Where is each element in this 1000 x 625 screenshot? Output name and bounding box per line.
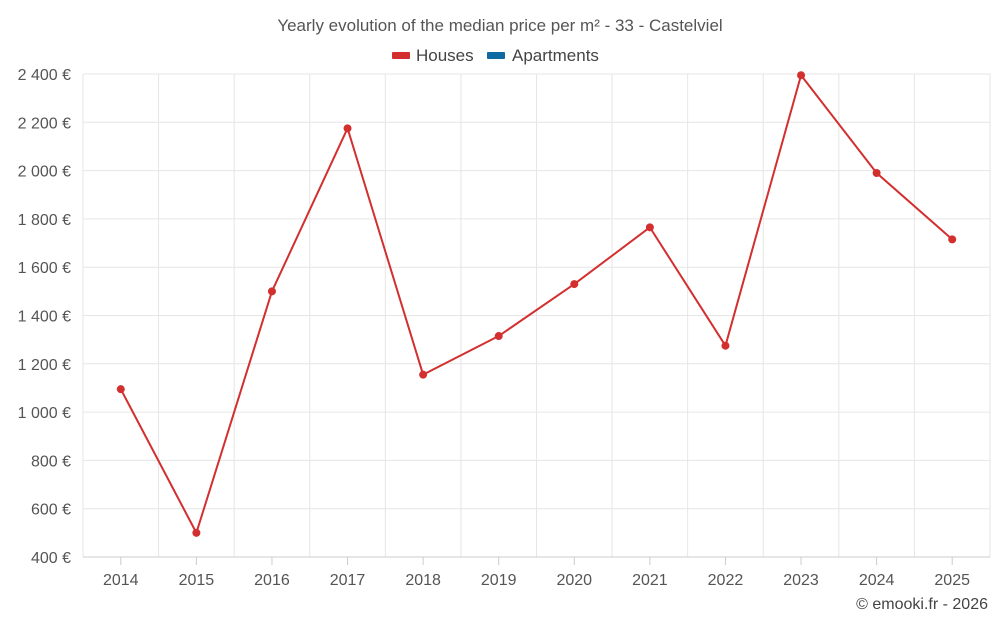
legend-item-apartments[interactable]: Apartments	[487, 46, 599, 65]
legend-label-apartments: Apartments	[512, 46, 599, 65]
data-point-houses[interactable]	[645, 223, 654, 232]
legend-item-houses[interactable]: Houses	[392, 46, 474, 65]
y-tick-label: 800 €	[31, 453, 71, 470]
legend-label-houses: Houses	[416, 46, 474, 65]
data-point-houses[interactable]	[948, 235, 957, 244]
data-point-houses[interactable]	[116, 385, 125, 394]
x-tick-label: 2017	[330, 572, 366, 589]
y-tick-label: 2 400 €	[18, 67, 71, 84]
x-tick-label: 2018	[405, 572, 441, 589]
x-tick-label: 2016	[254, 572, 290, 589]
y-tick-label: 2 200 €	[18, 115, 71, 132]
x-tick-label: 2023	[783, 572, 819, 589]
data-point-houses[interactable]	[721, 341, 730, 350]
x-tick-label: 2025	[934, 572, 970, 589]
data-point-houses[interactable]	[419, 370, 428, 379]
data-point-houses[interactable]	[192, 528, 201, 537]
data-point-houses[interactable]	[343, 124, 352, 133]
series-layer	[116, 71, 957, 537]
x-tick-label: 2021	[632, 572, 668, 589]
x-tick-label: 2024	[859, 572, 895, 589]
y-axis-ticks: 400 € 600 € 800 € 1 000 € 1 200 € 1 400 € 1 60…	[18, 67, 71, 567]
x-gridlines	[82, 74, 991, 557]
x-tick-label: 2022	[708, 572, 744, 589]
y-tick-label: 1 200 €	[18, 357, 71, 374]
data-point-houses[interactable]	[797, 71, 806, 80]
series-line-houses	[119, 74, 953, 534]
x-axis-ticks: 2014 2015 2016 2017 2018 2019 2020 2021 2022 2023…	[103, 557, 970, 589]
legend-swatch-apartments	[487, 52, 505, 59]
legend-swatch-houses	[392, 52, 410, 59]
x-tick-label: 2015	[179, 572, 215, 589]
y-tick-label: 1 000 €	[18, 405, 71, 422]
data-point-houses[interactable]	[494, 332, 503, 341]
legend: Houses Apartments	[392, 46, 599, 65]
x-tick-label: 2019	[481, 572, 517, 589]
y-tick-label: 1 600 €	[18, 260, 71, 277]
x-tick-label: 2020	[556, 572, 592, 589]
y-tick-label: 1 400 €	[18, 309, 71, 326]
y-tick-label: 600 €	[31, 502, 71, 519]
credit-text: © emooki.fr - 2026	[856, 596, 988, 613]
y-tick-label: 2 000 €	[18, 164, 71, 181]
y-tick-label: 1 800 €	[18, 212, 71, 229]
y-tick-label: 400 €	[31, 550, 71, 567]
chart-title: Yearly evolution of the median price per…	[277, 16, 722, 35]
data-point-houses[interactable]	[570, 280, 579, 289]
x-tick-label: 2014	[103, 572, 139, 589]
data-point-houses[interactable]	[267, 287, 276, 296]
data-point-houses[interactable]	[872, 169, 881, 178]
